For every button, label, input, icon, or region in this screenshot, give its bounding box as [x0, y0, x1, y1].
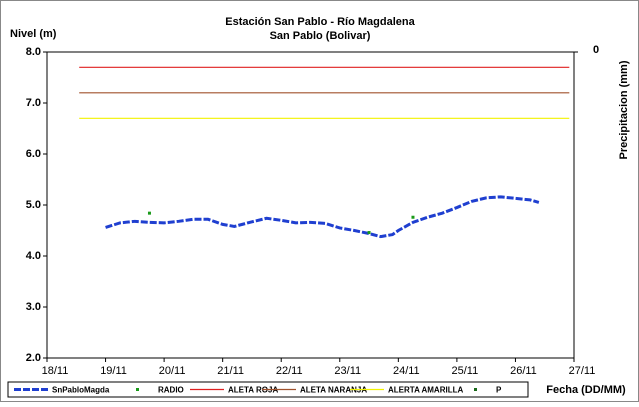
y-tick-label: 2.0 [26, 352, 41, 364]
x-tick-label: 22/11 [276, 365, 303, 377]
x-tick-label: 20/11 [159, 365, 186, 377]
data-point [367, 231, 371, 235]
legend-label: RADIO [158, 386, 184, 395]
data-point [411, 215, 415, 219]
legend-swatch [136, 388, 139, 391]
legend-label: P [496, 386, 502, 395]
y-tick-label: 8.0 [26, 46, 41, 58]
y-tick-label: 5.0 [26, 199, 41, 211]
x-tick-label: 21/11 [217, 365, 244, 377]
x-tick-label: 25/11 [452, 365, 479, 377]
y-tick-label: 3.0 [26, 301, 41, 313]
legend-label: ALETA ROJA [228, 386, 278, 395]
x-tick-label: 19/11 [100, 365, 127, 377]
x-tick-label: 23/11 [334, 365, 361, 377]
x-tick-label: 18/11 [42, 365, 69, 377]
legend-label: SnPabloMagda [52, 386, 110, 395]
y-axis-label: Nivel (m) [10, 28, 57, 40]
y2-tick-label: 0 [593, 44, 599, 56]
x-tick-label: 27/11 [569, 365, 596, 377]
x-axis-label: Fecha (DD/MM) [546, 384, 626, 396]
y-tick-label: 7.0 [26, 97, 41, 109]
x-tick-label: 26/11 [510, 365, 537, 377]
legend-swatch [474, 388, 477, 391]
y-tick-label: 6.0 [26, 148, 41, 160]
data-point [147, 211, 151, 215]
series-line [105, 195, 540, 239]
legend-label: ALETA NARANJA [300, 386, 367, 395]
x-tick-label: 24/11 [393, 365, 420, 377]
y-tick-label: 4.0 [26, 250, 41, 262]
chart-subtitle: San Pablo (Bolivar) [270, 30, 371, 42]
y2-axis-label: Precipitacion (mm) [618, 60, 630, 159]
chart-title: Estación San Pablo - Río Magdalena [225, 16, 415, 28]
legend-label: ALERTA AMARILLA [388, 386, 463, 395]
